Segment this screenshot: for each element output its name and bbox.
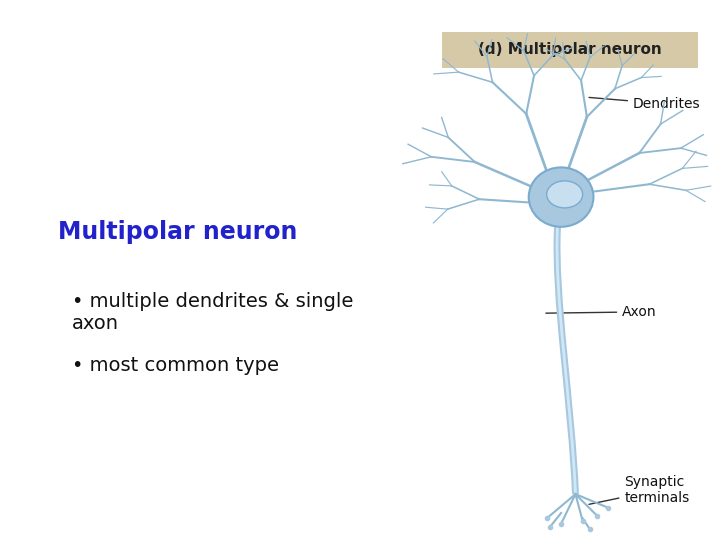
Text: Synaptic
terminals: Synaptic terminals <box>589 475 690 505</box>
Text: • multiple dendrites & single
axon: • multiple dendrites & single axon <box>72 292 354 333</box>
Circle shape <box>546 181 582 208</box>
Text: • most common type: • most common type <box>72 356 279 375</box>
Text: Multipolar neuron: Multipolar neuron <box>58 220 297 244</box>
Ellipse shape <box>528 167 593 227</box>
Text: (d) Multipolar neuron: (d) Multipolar neuron <box>478 43 662 57</box>
FancyBboxPatch shape <box>442 32 698 68</box>
Text: Axon: Axon <box>546 305 657 319</box>
Text: Dendrites: Dendrites <box>589 97 701 111</box>
